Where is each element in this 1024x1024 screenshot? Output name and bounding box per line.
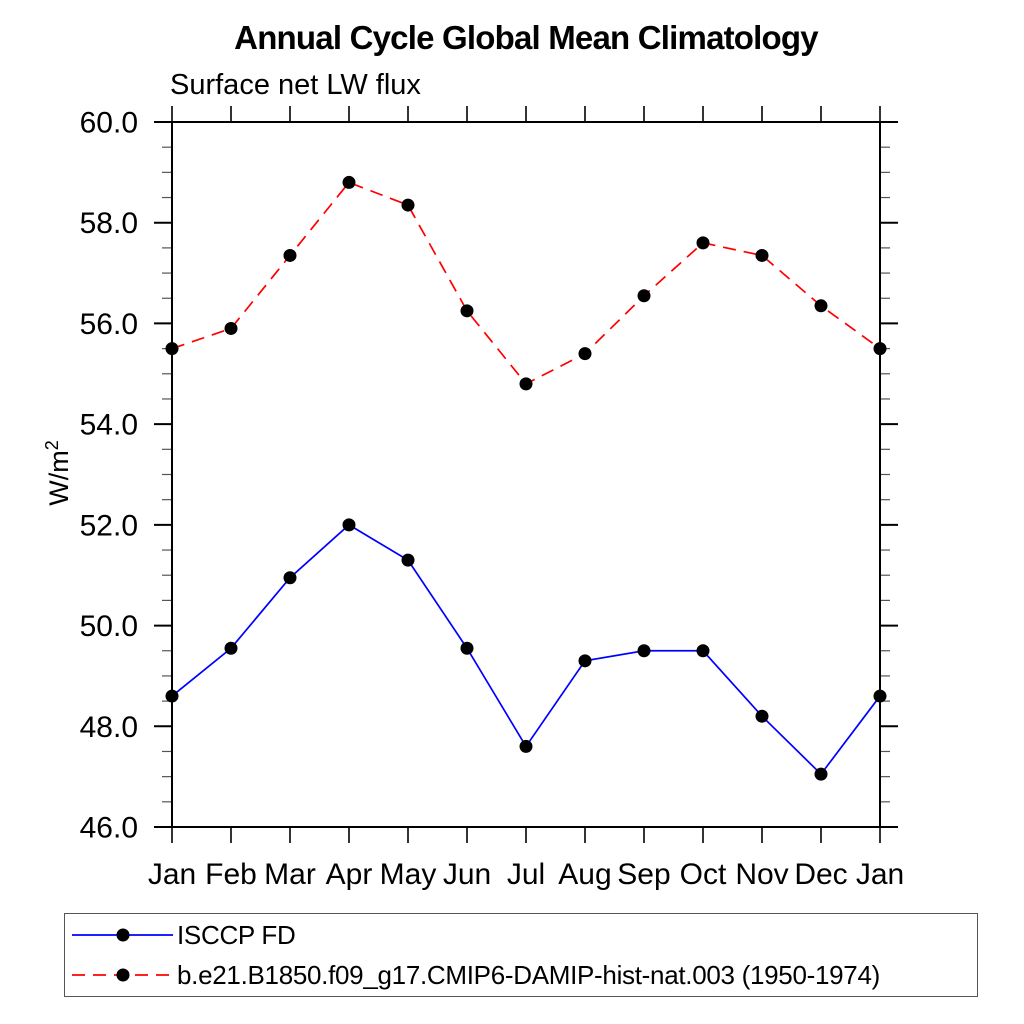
- plot-frame: [171, 121, 881, 828]
- data-point: [696, 644, 710, 658]
- x-tick-label: Dec: [794, 858, 847, 891]
- legend-label-model: b.e21.B1850.f09_g17.CMIP6-DAMIP-hist-nat…: [177, 959, 880, 990]
- data-point: [342, 175, 356, 189]
- x-tick-label: Jul: [507, 858, 545, 891]
- data-point: [578, 347, 592, 361]
- data-point: [578, 654, 592, 668]
- data-point: [224, 321, 238, 335]
- data-point: [401, 553, 415, 567]
- data-point: [755, 709, 769, 723]
- data-point: [755, 248, 769, 262]
- data-point: [283, 571, 297, 585]
- chart-title: Annual Cycle Global Mean Climatology: [234, 19, 818, 56]
- y-tick-label: 56.0: [80, 308, 138, 341]
- data-point: [283, 248, 297, 262]
- data-point: [873, 689, 887, 703]
- y-tick-label: 50.0: [80, 610, 138, 643]
- x-tick-label: Nov: [735, 858, 788, 891]
- data-point: [165, 342, 179, 356]
- legend-swatch-model: [72, 968, 173, 982]
- legend-marker-sample: [116, 928, 130, 942]
- x-tick-label: Jun: [443, 858, 491, 891]
- data-point: [460, 304, 474, 318]
- legend-row-isccp: ISCCP FD: [72, 915, 977, 955]
- data-point: [342, 518, 356, 532]
- x-tick-label: Sep: [617, 858, 670, 891]
- x-tick-label: May: [380, 858, 437, 891]
- legend: ISCCP FD b.e21.B1850.f09_g17.CMIP6-DAMIP…: [64, 913, 978, 997]
- data-point: [637, 289, 651, 303]
- y-tick-label: 48.0: [80, 711, 138, 744]
- data-point: [519, 377, 533, 391]
- x-tick-label: Apr: [326, 858, 373, 891]
- data-point: [224, 641, 238, 655]
- data-point: [696, 236, 710, 250]
- x-tick-label: Oct: [680, 858, 727, 891]
- data-point: [637, 644, 651, 658]
- legend-swatch-isccp: [72, 928, 173, 942]
- data-point: [873, 342, 887, 356]
- x-tick-label: Jan: [148, 858, 196, 891]
- data-point: [401, 198, 415, 212]
- data-point: [165, 689, 179, 703]
- data-point: [814, 299, 828, 313]
- y-tick-label: 58.0: [80, 207, 138, 240]
- series-line-0: [171, 523, 881, 776]
- data-point: [814, 767, 828, 781]
- x-tick-label: Feb: [205, 858, 257, 891]
- series-line-1: [171, 181, 881, 385]
- y-tick-label: 52.0: [80, 509, 138, 542]
- legend-marker-sample: [116, 968, 130, 982]
- y-tick-label: 46.0: [80, 812, 138, 845]
- y-tick-label: 54.0: [80, 409, 138, 442]
- chart-subtitle: Surface net LW flux: [170, 69, 421, 101]
- data-point: [519, 739, 533, 753]
- x-tick-label: Jan: [856, 858, 904, 891]
- data-point: [460, 641, 474, 655]
- x-tick-label: Mar: [264, 858, 316, 891]
- legend-row-model: b.e21.B1850.f09_g17.CMIP6-DAMIP-hist-nat…: [72, 955, 977, 995]
- y-tick-label: 60.0: [80, 107, 138, 140]
- x-tick-label: Aug: [558, 858, 611, 891]
- legend-label-isccp: ISCCP FD: [177, 919, 296, 950]
